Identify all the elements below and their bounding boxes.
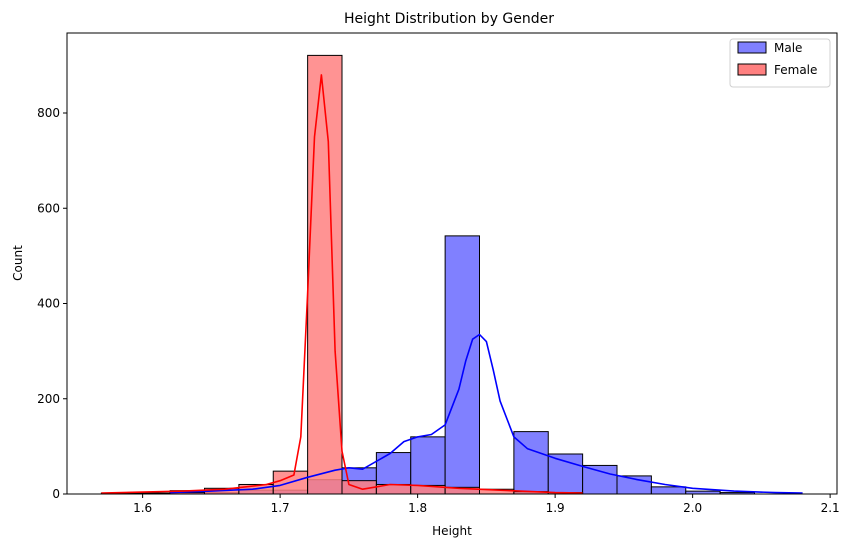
x-tick-label: 2.1 (821, 501, 840, 515)
male-bar-8 (444, 235, 480, 495)
chart-title: Height Distribution by Gender (344, 11, 554, 27)
x-tick-label: 1.8 (408, 501, 427, 515)
legend-label-female: Female (774, 63, 817, 77)
x-axis: 1.6 1.7 1.8 1.9 2.0 2.1 (133, 494, 840, 515)
y-tick-label: 400 (37, 297, 60, 311)
y-axis: 0 200 400 600 800 (37, 106, 67, 501)
female-bar-6 (307, 54, 343, 495)
legend-label-male: Male (774, 41, 802, 55)
male-bar-14 (650, 486, 687, 495)
legend-swatch-male (737, 41, 767, 54)
male-kde-line (170, 333, 803, 494)
female-bars (100, 54, 584, 495)
male-bar-11 (547, 453, 584, 495)
x-axis-label: Height (432, 524, 472, 538)
x-tick-label: 1.6 (133, 501, 152, 515)
male-bar-12 (582, 464, 618, 495)
y-axis-label: Count (11, 245, 25, 281)
plot-area (100, 54, 803, 495)
x-tick-label: 2.0 (683, 501, 702, 515)
legend-swatch-female (737, 63, 767, 76)
y-tick-label: 200 (37, 392, 60, 406)
y-tick-label: 600 (37, 201, 60, 215)
plot-frame (66, 32, 838, 495)
female-kde-line (101, 74, 583, 494)
x-tick-label: 1.9 (546, 501, 565, 515)
male-bars (169, 235, 755, 495)
x-tick-label: 1.7 (271, 501, 290, 515)
y-tick-label: 0 (52, 487, 60, 501)
legend: Male Female (729, 38, 831, 88)
y-tick-label: 800 (37, 106, 60, 120)
